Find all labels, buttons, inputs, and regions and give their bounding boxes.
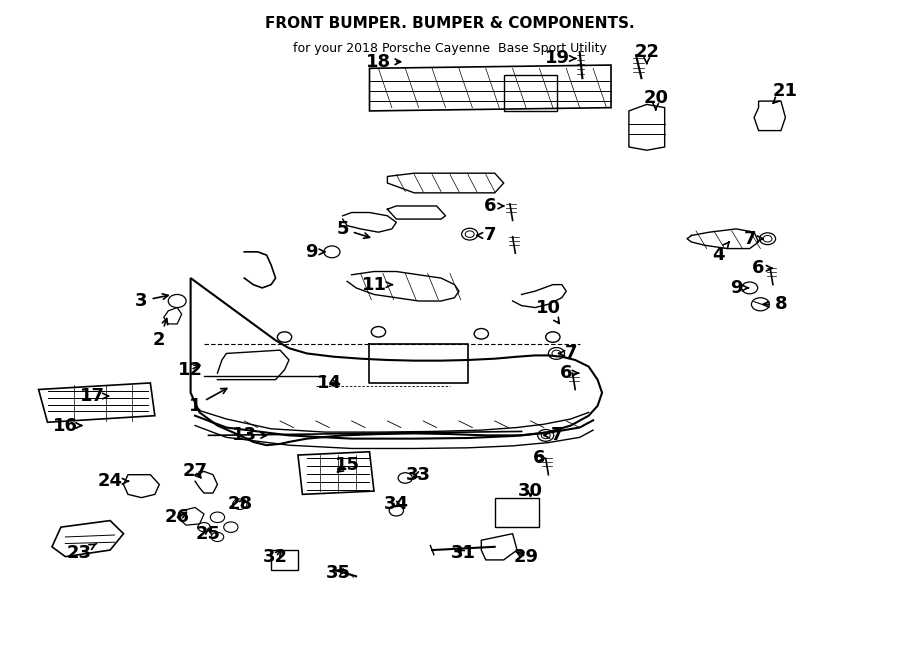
Text: for your 2018 Porsche Cayenne  Base Sport Utility: for your 2018 Porsche Cayenne Base Sport…: [293, 42, 607, 55]
Text: 29: 29: [514, 547, 538, 566]
Text: 32: 32: [263, 547, 288, 566]
Text: 27: 27: [183, 463, 208, 481]
Text: 4: 4: [712, 242, 729, 264]
Text: 31: 31: [451, 545, 476, 563]
Text: 22: 22: [634, 43, 660, 64]
Text: 18: 18: [366, 53, 400, 71]
Text: 7: 7: [743, 230, 763, 248]
Text: 12: 12: [178, 361, 203, 379]
Text: 10: 10: [536, 299, 561, 323]
Text: 9: 9: [305, 243, 325, 261]
Text: 5: 5: [337, 220, 370, 239]
Text: 25: 25: [196, 525, 221, 543]
Text: 28: 28: [227, 495, 252, 513]
Text: 15: 15: [335, 456, 360, 474]
Text: 8: 8: [763, 295, 788, 313]
Text: 33: 33: [406, 466, 431, 484]
Text: 6: 6: [484, 197, 503, 215]
Text: 30: 30: [518, 482, 543, 500]
Text: 7: 7: [559, 344, 577, 362]
Text: 9: 9: [730, 279, 749, 297]
Text: 2: 2: [153, 319, 167, 349]
Text: 3: 3: [135, 292, 168, 310]
Text: 34: 34: [383, 495, 409, 513]
Text: 7: 7: [477, 227, 497, 245]
Text: FRONT BUMPER. BUMPER & COMPONENTS.: FRONT BUMPER. BUMPER & COMPONENTS.: [266, 16, 634, 31]
Text: 17: 17: [80, 387, 108, 405]
Text: 6: 6: [752, 259, 772, 277]
Text: 26: 26: [165, 508, 190, 526]
Text: 13: 13: [232, 426, 266, 444]
Text: 19: 19: [544, 50, 576, 67]
Text: 14: 14: [317, 374, 342, 392]
Text: 24: 24: [97, 472, 129, 490]
Text: 20: 20: [644, 89, 668, 110]
Text: 21: 21: [773, 82, 798, 103]
Text: 11: 11: [362, 276, 392, 293]
Text: 7: 7: [544, 426, 563, 444]
Text: 35: 35: [326, 564, 351, 582]
Text: 16: 16: [53, 416, 82, 434]
Text: 6: 6: [533, 449, 545, 467]
Text: 6: 6: [560, 364, 579, 382]
Text: 1: 1: [189, 389, 227, 415]
Text: 23: 23: [67, 543, 96, 563]
